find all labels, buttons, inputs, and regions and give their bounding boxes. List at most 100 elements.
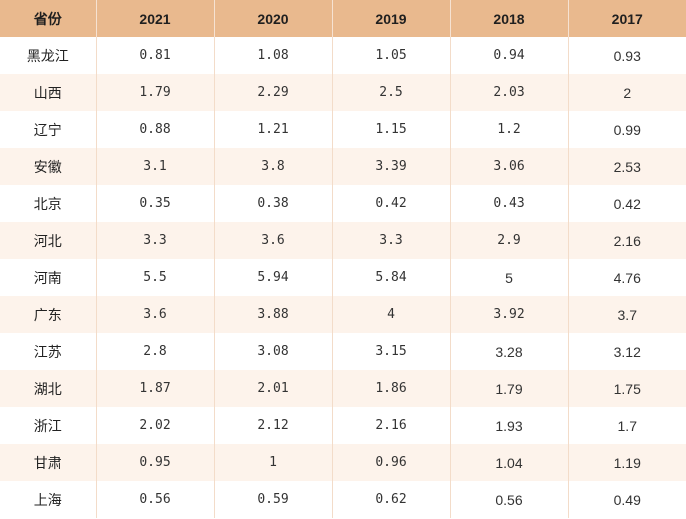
value-cell: 2.16 [332, 407, 451, 444]
province-cell: 广东 [0, 296, 97, 333]
value-cell: 0.42 [332, 185, 451, 222]
value-cell: 2.02 [96, 407, 215, 444]
province-cell: 山西 [0, 74, 97, 111]
table-row: 安徽 3.1 3.8 3.39 3.06 2.53 [0, 148, 686, 185]
value-cell: 0.43 [450, 185, 569, 222]
value-cell: 0.81 [96, 37, 215, 74]
value-cell: 5.84 [332, 259, 451, 296]
province-cell: 北京 [0, 185, 97, 222]
value-cell: 3.3 [96, 222, 215, 259]
header-year-2018: 2018 [450, 0, 569, 37]
table-row: 河南 5.5 5.94 5.84 5 4.76 [0, 259, 686, 296]
value-cell: 1.7 [568, 407, 686, 444]
value-cell: 3.15 [332, 333, 451, 370]
table-row: 河北 3.3 3.6 3.3 2.9 2.16 [0, 222, 686, 259]
table-row: 湖北 1.87 2.01 1.86 1.79 1.75 [0, 370, 686, 407]
table-row: 北京 0.35 0.38 0.42 0.43 0.42 [0, 185, 686, 222]
province-cell: 河北 [0, 222, 97, 259]
province-cell: 安徽 [0, 148, 97, 185]
value-cell: 0.42 [568, 185, 686, 222]
table-row: 浙江 2.02 2.12 2.16 1.93 1.7 [0, 407, 686, 444]
value-cell: 0.62 [332, 481, 451, 518]
value-cell: 5.5 [96, 259, 215, 296]
value-cell: 1.86 [332, 370, 451, 407]
table-row: 辽宁 0.88 1.21 1.15 1.2 0.99 [0, 111, 686, 148]
value-cell: 3.08 [214, 333, 333, 370]
value-cell: 3.8 [214, 148, 333, 185]
value-cell: 1.79 [450, 370, 569, 407]
province-cell: 江苏 [0, 333, 97, 370]
value-cell: 3.6 [214, 222, 333, 259]
value-cell: 2.16 [568, 222, 686, 259]
province-cell: 上海 [0, 481, 97, 518]
value-cell: 0.93 [568, 37, 686, 74]
table-row: 黑龙江 0.81 1.08 1.05 0.94 0.93 [0, 37, 686, 74]
value-cell: 1.2 [450, 111, 569, 148]
table-row: 上海 0.56 0.59 0.62 0.56 0.49 [0, 481, 686, 518]
province-cell: 辽宁 [0, 111, 97, 148]
value-cell: 2 [568, 74, 686, 111]
header-year-2021: 2021 [96, 0, 215, 37]
header-year-2020: 2020 [214, 0, 333, 37]
value-cell: 5 [450, 259, 569, 296]
value-cell: 2.03 [450, 74, 569, 111]
header-row: 省份 2021 2020 2019 2018 2017 [0, 0, 686, 37]
header-year-2017: 2017 [568, 0, 686, 37]
value-cell: 1.79 [96, 74, 215, 111]
value-cell: 3.88 [214, 296, 333, 333]
value-cell: 0.96 [332, 444, 451, 481]
value-cell: 3.7 [568, 296, 686, 333]
value-cell: 2.8 [96, 333, 215, 370]
province-cell: 黑龙江 [0, 37, 97, 74]
value-cell: 1 [214, 444, 333, 481]
table-row: 江苏 2.8 3.08 3.15 3.28 3.12 [0, 333, 686, 370]
value-cell: 3.06 [450, 148, 569, 185]
value-cell: 0.88 [96, 111, 215, 148]
value-cell: 1.15 [332, 111, 451, 148]
province-cell: 湖北 [0, 370, 97, 407]
value-cell: 0.56 [450, 481, 569, 518]
value-cell: 0.95 [96, 444, 215, 481]
value-cell: 3.12 [568, 333, 686, 370]
value-cell: 1.05 [332, 37, 451, 74]
value-cell: 1.93 [450, 407, 569, 444]
value-cell: 1.87 [96, 370, 215, 407]
value-cell: 3.92 [450, 296, 569, 333]
value-cell: 1.04 [450, 444, 569, 481]
province-cell: 浙江 [0, 407, 97, 444]
value-cell: 2.5 [332, 74, 451, 111]
value-cell: 3.1 [96, 148, 215, 185]
header-year-2019: 2019 [332, 0, 451, 37]
value-cell: 0.38 [214, 185, 333, 222]
value-cell: 2.12 [214, 407, 333, 444]
value-cell: 2.9 [450, 222, 569, 259]
value-cell: 3.39 [332, 148, 451, 185]
value-cell: 3.3 [332, 222, 451, 259]
table-row: 山西 1.79 2.29 2.5 2.03 2 [0, 74, 686, 111]
header-province: 省份 [0, 0, 97, 37]
value-cell: 1.21 [214, 111, 333, 148]
value-cell: 2.01 [214, 370, 333, 407]
value-cell: 0.49 [568, 481, 686, 518]
value-cell: 5.94 [214, 259, 333, 296]
value-cell: 2.29 [214, 74, 333, 111]
value-cell: 0.99 [568, 111, 686, 148]
value-cell: 4.76 [568, 259, 686, 296]
value-cell: 3.6 [96, 296, 215, 333]
value-cell: 1.19 [568, 444, 686, 481]
value-cell: 1.75 [568, 370, 686, 407]
province-cell: 甘肃 [0, 444, 97, 481]
province-cell: 河南 [0, 259, 97, 296]
value-cell: 0.56 [96, 481, 215, 518]
value-cell: 0.94 [450, 37, 569, 74]
value-cell: 1.08 [214, 37, 333, 74]
table-body: 黑龙江 0.81 1.08 1.05 0.94 0.93 山西 1.79 2.29 2.5 2.03… [0, 37, 686, 518]
value-cell: 0.59 [214, 481, 333, 518]
value-cell: 2.53 [568, 148, 686, 185]
value-cell: 4 [332, 296, 451, 333]
table-row: 甘肃 0.95 1 0.96 1.04 1.19 [0, 444, 686, 481]
table-row: 广东 3.6 3.88 4 3.92 3.7 [0, 296, 686, 333]
value-cell: 0.35 [96, 185, 215, 222]
value-cell: 3.28 [450, 333, 569, 370]
